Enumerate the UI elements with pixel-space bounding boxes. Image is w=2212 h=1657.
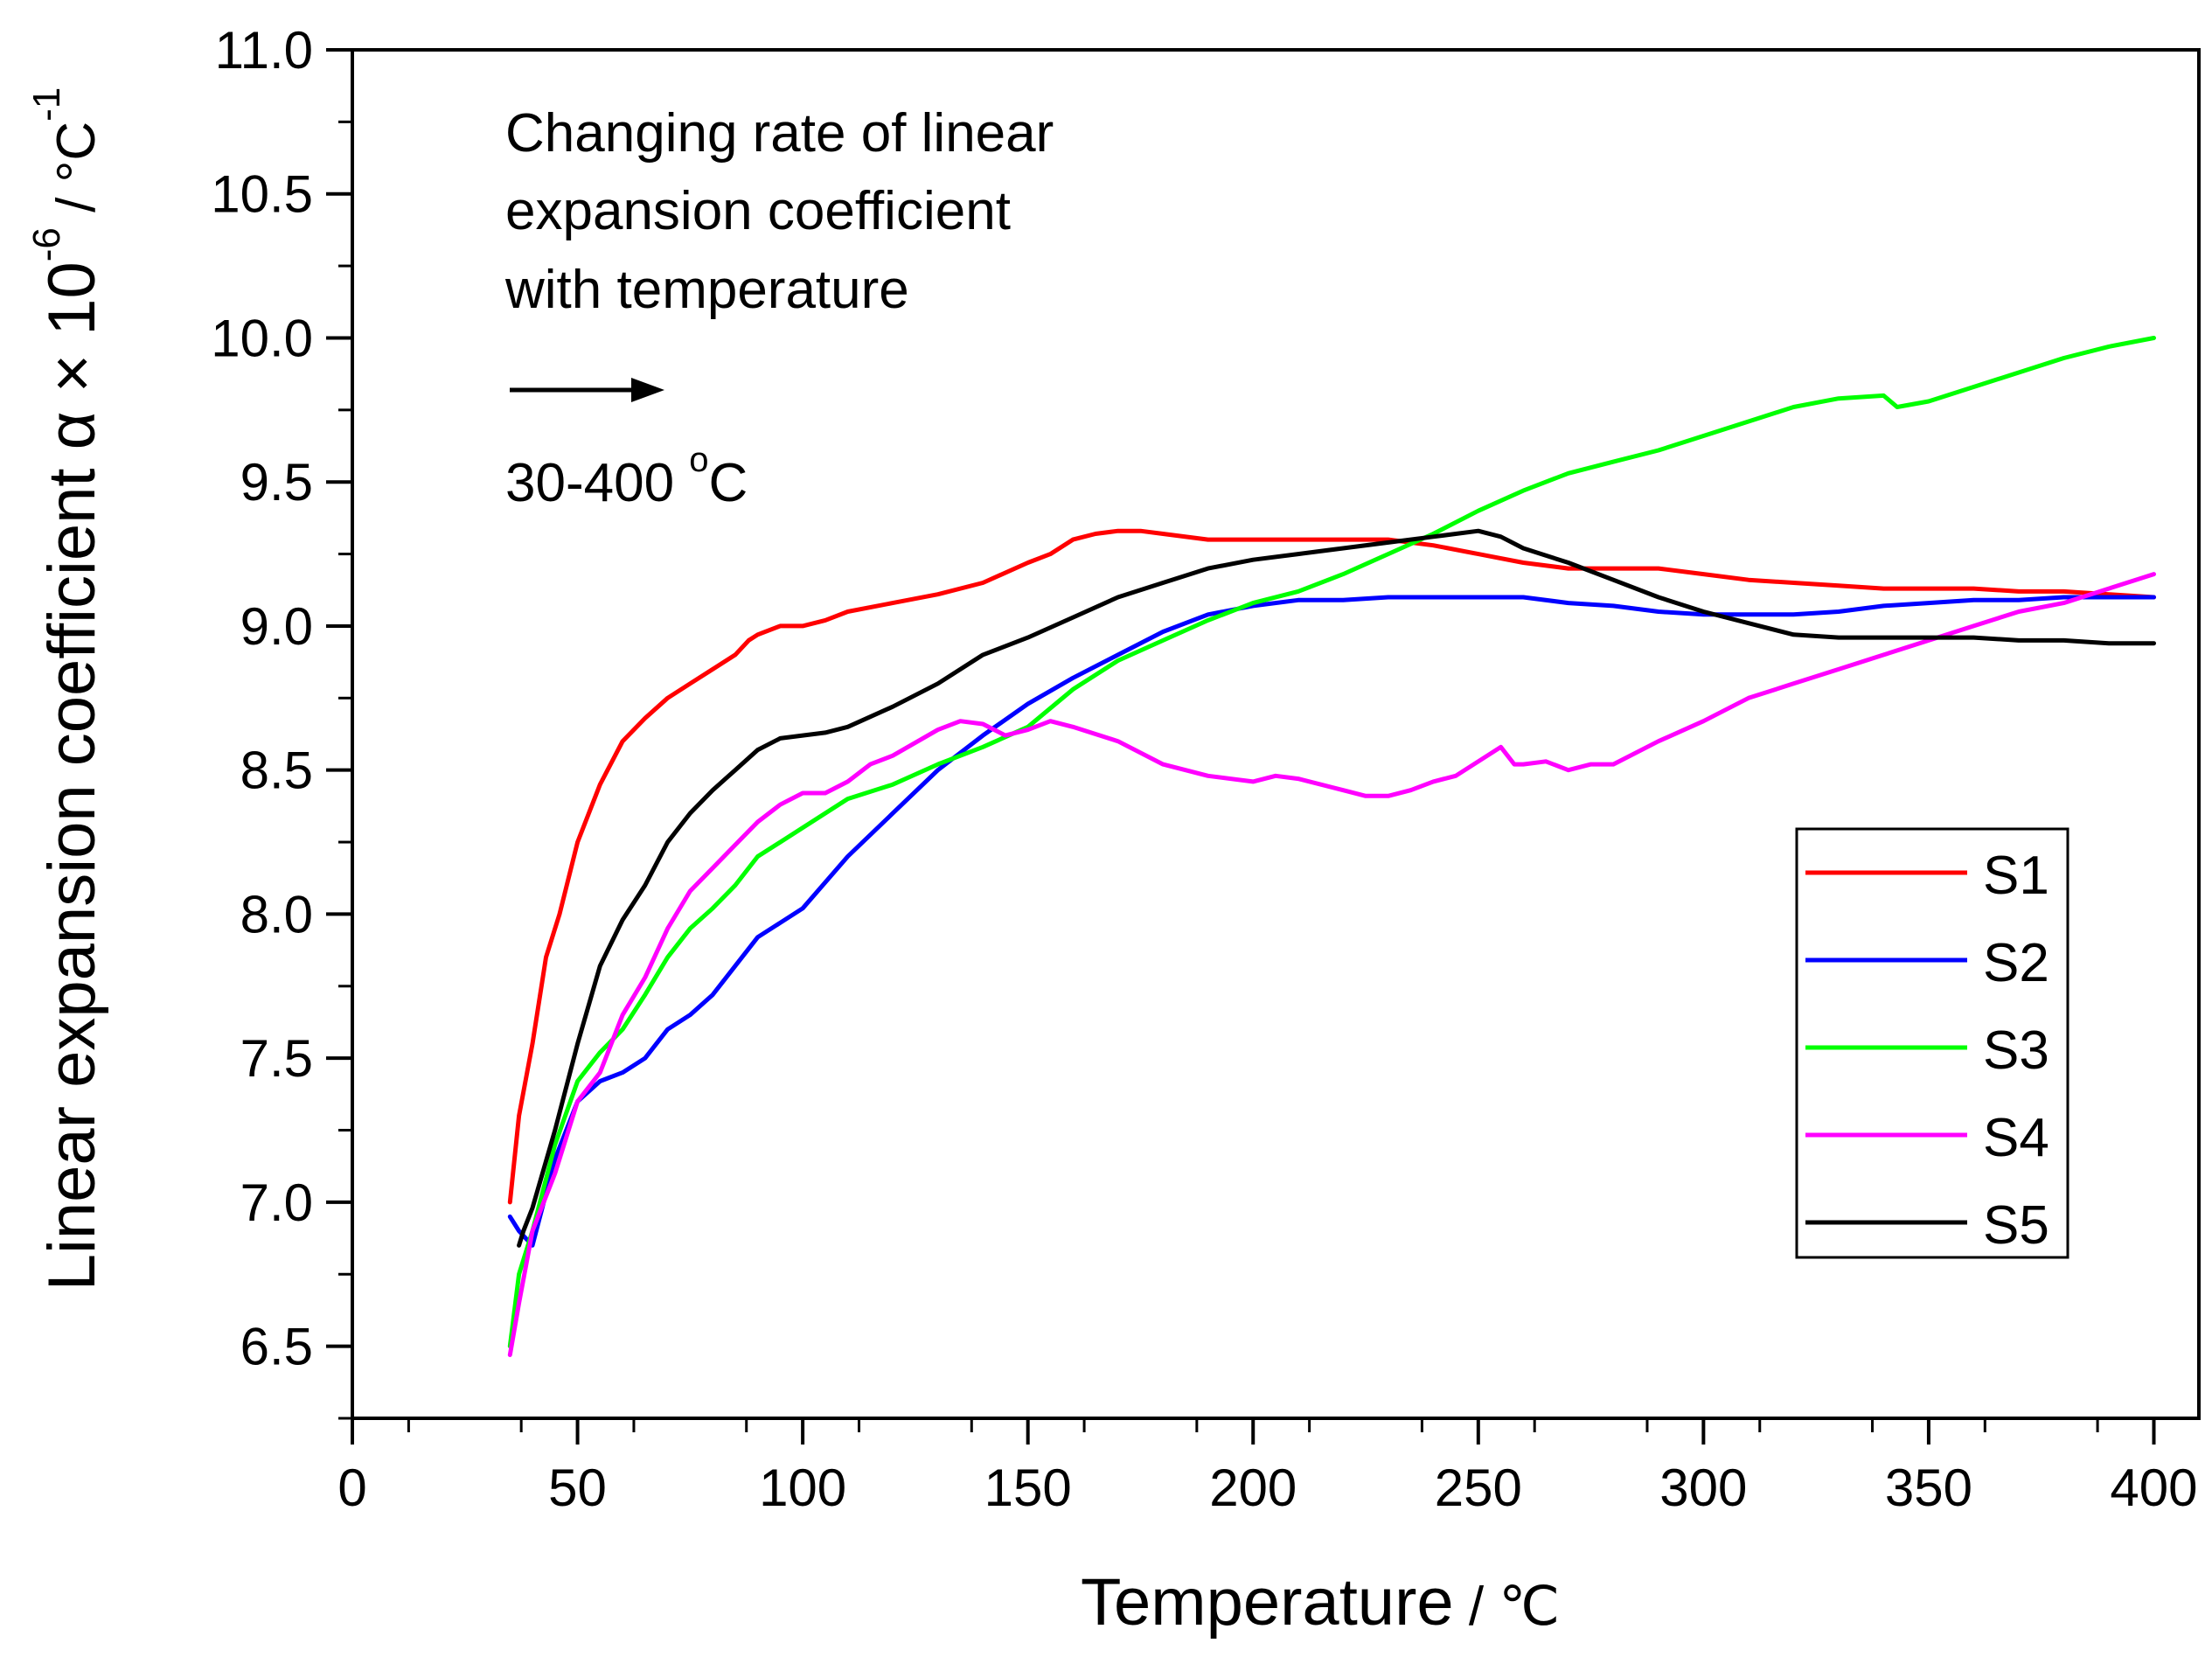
series-line-s1 — [507, 528, 2156, 1205]
plot-frame — [351, 48, 2201, 1420]
y-tick-label: 9.5 — [240, 453, 313, 512]
y-tick-label: 11.0 — [215, 21, 313, 80]
y-axis-tick-labels: 6.5 7.0 7.5 8.0 8.5 9.0 9.5 10.0 10.5 11.0 — [211, 21, 313, 1376]
x-axis-ticks — [351, 1418, 2156, 1445]
arrow-right-icon — [510, 378, 664, 402]
y-axis-unit: / °C — [46, 122, 107, 227]
y-axis-ticks — [326, 48, 352, 1420]
legend-label-s4: S4 — [1983, 1108, 2049, 1168]
y-axis-label: Linear expansion coefficient α × 10 — [35, 261, 109, 1291]
x-tick-label: 250 — [1435, 1459, 1522, 1517]
annotation-line-2: expansion coefficient — [505, 181, 1011, 241]
annotation-range-unit: C — [709, 453, 748, 513]
annotation-line-3: with temperature — [504, 260, 909, 320]
series-line-s5 — [517, 528, 2156, 1248]
y-tick-label: 9.0 — [240, 597, 313, 656]
y-axis-title: Linear expansion coefficient α × 10-6 / … — [25, 87, 109, 1291]
legend-label-s2: S2 — [1983, 933, 2049, 993]
x-tick-label: 0 — [337, 1459, 366, 1517]
series-line-s2 — [507, 595, 2156, 1248]
x-axis-label: Temperature — [1081, 1565, 1454, 1640]
y-axis-unit-exponent: -1 — [25, 87, 68, 122]
x-axis-title: Temperature / ℃ — [1081, 1565, 1560, 1640]
x-tick-label: 150 — [984, 1459, 1072, 1517]
legend-items: S1 S2 S3 S4 S5 — [1805, 846, 2049, 1256]
y-axis-label-exponent: -6 — [25, 227, 68, 261]
y-tick-label: 10.0 — [211, 309, 313, 367]
annotation-line-1: Changing rate of linear — [505, 103, 1054, 164]
x-axis-unit: ℃ — [1499, 1577, 1560, 1637]
x-tick-label: 300 — [1659, 1459, 1747, 1517]
x-axis-tick-labels: 0 50 100 150 200 250 300 350 400 — [337, 1459, 2197, 1517]
x-tick-label: 50 — [548, 1459, 607, 1517]
y-tick-label: 10.5 — [211, 165, 313, 224]
annotation-range: 30-400 oC — [505, 441, 748, 513]
y-tick-label: 7.5 — [240, 1029, 313, 1088]
x-tick-label: 350 — [1885, 1459, 1972, 1517]
series-lines — [507, 336, 2156, 1357]
legend: S1 S2 S3 S4 S5 — [1795, 827, 2069, 1259]
y-tick-label: 8.0 — [240, 885, 313, 943]
legend-box — [1795, 827, 2069, 1259]
x-tick-label: 100 — [759, 1459, 846, 1517]
y-tick-label: 8.5 — [240, 741, 313, 800]
annotation-range-text: 30-400 — [505, 453, 689, 513]
y-tick-label: 7.0 — [240, 1173, 313, 1232]
y-tick-label: 6.5 — [240, 1318, 313, 1376]
series-line-s3 — [507, 336, 2156, 1349]
legend-label-s1: S1 — [1983, 846, 2049, 906]
x-tick-label: 400 — [2110, 1459, 2197, 1517]
legend-label-s3: S3 — [1983, 1020, 2049, 1081]
legend-label-s5: S5 — [1983, 1195, 2049, 1256]
series-line-s4 — [507, 572, 2156, 1357]
x-tick-label: 200 — [1209, 1459, 1297, 1517]
annotation-range-degree: o — [689, 441, 708, 479]
x-axis-unit-slash: / — [1454, 1577, 1499, 1637]
plot-area-border — [351, 48, 2201, 1420]
